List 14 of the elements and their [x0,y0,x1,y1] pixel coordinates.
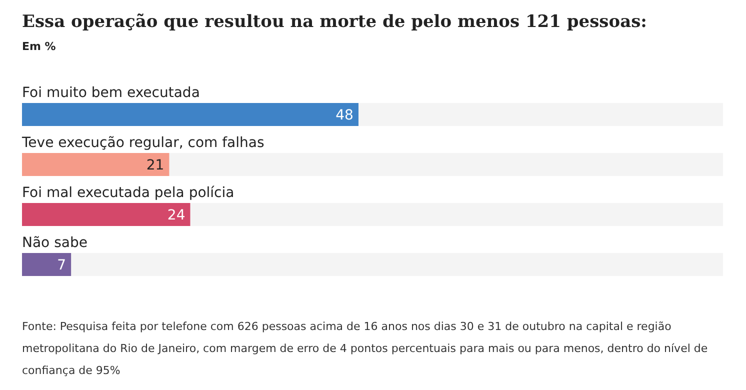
data-label: 24 [167,208,186,224]
y-tick-label: Não sabe [22,235,88,251]
y-tick-label: Foi muito bem executada [22,85,200,101]
y-tick-label: Foi mal executada pela polícia [22,185,234,201]
y-tick-label: Teve execução regular, com falhas [21,135,264,151]
bar [22,153,170,176]
data-label: 48 [336,108,354,124]
data-label: 7 [57,258,66,274]
bar [22,253,72,276]
chart-subtitle: Em % [22,40,56,53]
chart-title: Essa operação que resultou na morte de pelo menos 121 pessoas: [22,12,647,32]
source-note: Fonte: Pesquisa feita por telefone com 626 pessoas acima de 16 anos nos dias 30 e 31 de outubro na capital e região metropolitana do Rio de Janeiro, com margem de erro de 4 pontos percentuais para mais ou para menos, dentro do nível de confiança de 95% [22,319,709,379]
bar [22,203,190,226]
data-label: 21 [146,158,164,174]
